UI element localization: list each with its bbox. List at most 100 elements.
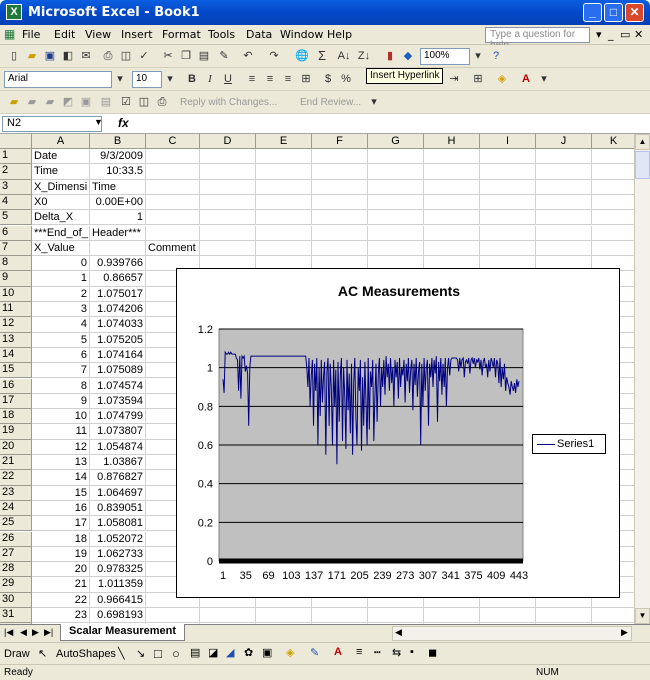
- diagram-icon[interactable]: ◢: [226, 647, 235, 659]
- zoom-select[interactable]: 100%: [420, 48, 470, 65]
- grid-cell[interactable]: [592, 608, 634, 624]
- column-header[interactable]: K: [592, 134, 634, 149]
- grid-cell[interactable]: 14: [32, 470, 90, 486]
- grid-cell[interactable]: [312, 592, 368, 608]
- grid-cell[interactable]: Comment: [146, 240, 200, 257]
- arrow-icon[interactable]: ↘: [136, 648, 146, 660]
- grid-cell[interactable]: 6: [32, 347, 90, 364]
- grid-cell[interactable]: 17: [32, 516, 90, 532]
- align-left-icon[interactable]: ≡: [248, 73, 256, 85]
- grid-cell[interactable]: [200, 149, 256, 165]
- grid-cell[interactable]: 7: [32, 363, 90, 379]
- new-icon[interactable]: ▯: [10, 50, 18, 62]
- print-icon[interactable]: ⎙: [103, 50, 113, 62]
- row-header[interactable]: 20: [0, 439, 32, 455]
- grid-cell[interactable]: [368, 608, 424, 624]
- grid-cell[interactable]: [146, 592, 200, 608]
- zoom-dropdown-icon[interactable]: ▾: [475, 50, 481, 62]
- review-icon-7[interactable]: ☑: [121, 96, 131, 108]
- picture-icon[interactable]: ▣: [262, 647, 273, 659]
- grid-cell[interactable]: [312, 225, 368, 241]
- review-icon-9[interactable]: ⎙: [157, 96, 167, 108]
- grid-cell[interactable]: [424, 608, 480, 624]
- grid-cell[interactable]: [424, 210, 480, 226]
- redo-icon[interactable]: ↷: [269, 50, 279, 62]
- grid-cell[interactable]: [146, 225, 200, 241]
- grid-cell[interactable]: [90, 240, 146, 257]
- draw-fill-color-icon[interactable]: ◈: [286, 647, 295, 659]
- wordart-icon[interactable]: ◪: [208, 647, 219, 659]
- menu-view[interactable]: View: [85, 28, 112, 41]
- shadow-icon[interactable]: ▪: [410, 646, 414, 658]
- grid-cell[interactable]: 18: [32, 531, 90, 547]
- grid-cell[interactable]: 1.073807: [90, 424, 146, 440]
- grid-cell[interactable]: [480, 608, 536, 624]
- grid-cell[interactable]: [536, 225, 592, 241]
- grid-cell[interactable]: [312, 623, 368, 624]
- scroll-down-icon[interactable]: ▼: [635, 608, 650, 624]
- grid-cell[interactable]: [424, 240, 480, 257]
- clipart-icon[interactable]: ✿: [244, 647, 254, 659]
- row-header[interactable]: 28: [0, 562, 32, 578]
- menu-data[interactable]: Data: [246, 28, 273, 41]
- select-all-corner[interactable]: [0, 134, 32, 149]
- line-style-icon[interactable]: ≡: [356, 646, 363, 658]
- minimize-button[interactable]: _: [583, 3, 602, 22]
- grid-cell[interactable]: X_Value: [32, 240, 90, 257]
- insert-function-icon[interactable]: fx: [118, 116, 129, 130]
- grid-cell[interactable]: [256, 608, 312, 624]
- row-header[interactable]: 6: [0, 225, 32, 241]
- grid-cell[interactable]: ***End_of_: [32, 225, 90, 241]
- grid-cell[interactable]: [368, 592, 424, 608]
- row-header[interactable]: 23: [0, 485, 32, 501]
- line-icon[interactable]: ╲: [118, 648, 125, 660]
- grid-cell[interactable]: 8: [32, 378, 90, 394]
- column-header[interactable]: J: [536, 134, 592, 149]
- grid-cell[interactable]: 0.698193: [90, 608, 146, 624]
- arrow-style-icon[interactable]: ⇆: [392, 647, 402, 659]
- grid-cell[interactable]: 5: [32, 332, 90, 348]
- column-header[interactable]: C: [146, 134, 200, 149]
- grid-cell[interactable]: [200, 194, 256, 211]
- 3d-icon[interactable]: ◼: [428, 647, 438, 659]
- grid-cell[interactable]: [480, 225, 536, 241]
- toolbar-options-icon[interactable]: ▾: [541, 73, 547, 85]
- grid-cell[interactable]: 1.075205: [90, 332, 146, 348]
- grid-cell[interactable]: [480, 210, 536, 226]
- grid-cell[interactable]: [368, 164, 424, 180]
- formula-input[interactable]: [140, 117, 630, 131]
- grid-cell[interactable]: 0.978325: [90, 562, 146, 578]
- row-header[interactable]: 15: [0, 363, 32, 379]
- draw-font-color-icon[interactable]: A: [334, 646, 342, 658]
- row-header[interactable]: 27: [0, 546, 32, 563]
- grid-cell[interactable]: 1.052072: [90, 531, 146, 547]
- grid-cell[interactable]: 16: [32, 500, 90, 517]
- menu-help[interactable]: Help: [327, 28, 353, 41]
- grid-cell[interactable]: 10: [32, 409, 90, 425]
- percent-icon[interactable]: %: [341, 73, 351, 85]
- row-header[interactable]: 11: [0, 302, 32, 318]
- grid-cell[interactable]: [480, 194, 536, 211]
- grid-cell[interactable]: [424, 149, 480, 165]
- autoshapes-menu[interactable]: AutoShapes: [56, 648, 116, 660]
- increase-indent-icon[interactable]: ⇥: [449, 73, 459, 85]
- chart-object[interactable]: AC Measurements 0 0.2 0.4 0.6 0.8 1 1.2 1 35 69 10…: [176, 268, 620, 598]
- grid-cell[interactable]: 12: [32, 439, 90, 455]
- first-sheet-icon[interactable]: |◀: [4, 627, 14, 637]
- review-icon-4[interactable]: ◩: [62, 96, 74, 108]
- row-header[interactable]: 12: [0, 317, 32, 333]
- grid-cell[interactable]: [424, 194, 480, 211]
- column-header[interactable]: H: [424, 134, 480, 149]
- grid-cell[interactable]: Date: [32, 149, 90, 165]
- grid-cell[interactable]: [424, 179, 480, 195]
- row-header[interactable]: 9: [0, 271, 32, 287]
- font-size-select[interactable]: 10: [132, 71, 162, 88]
- grid-cell[interactable]: X_Dimensi: [32, 179, 90, 195]
- hyperlink-icon[interactable]: 🌐: [295, 50, 309, 62]
- grid-cell[interactable]: [480, 149, 536, 165]
- permission-icon[interactable]: ◧: [62, 50, 74, 62]
- help-icon[interactable]: ?: [492, 50, 500, 62]
- grid-cell[interactable]: 23: [32, 608, 90, 624]
- grid-cell[interactable]: [200, 592, 256, 608]
- horizontal-scrollbar[interactable]: ◀ ▶: [392, 626, 632, 641]
